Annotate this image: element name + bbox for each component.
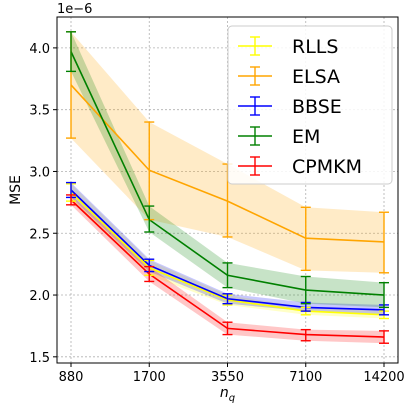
y-tick-label-1: 2.0 — [29, 289, 50, 304]
legend-label-elsa: ELSA — [292, 66, 340, 88]
x-axis-label: nq — [220, 385, 235, 404]
legend-label-cpmkm: CPMKM — [292, 156, 362, 178]
legend-label-em: EM — [292, 126, 320, 148]
errorbar-cpmkm-2 — [222, 321, 233, 336]
errorbar-em-4 — [379, 281, 389, 309]
x-axis-label-base: n — [220, 385, 229, 401]
band-bbse — [71, 182, 384, 315]
legend-box — [227, 25, 393, 185]
x-tick-label-0: 880 — [59, 370, 84, 385]
errorbar-cpmkm-4 — [379, 330, 389, 344]
errorbar-em-0 — [66, 31, 76, 73]
x-tick-label-1: 1700 — [133, 370, 166, 385]
errorbar-elsa-4 — [379, 211, 389, 274]
errorbar-em-2 — [222, 262, 233, 289]
axis-ticks: 1.5 2.0 2.5 3.0 3.5 4.0 880 1700 3550 7100 14200 — [29, 42, 404, 385]
errorbar-bbse-2 — [222, 293, 233, 305]
y-axis-multiplier: 1e−6 — [57, 2, 92, 17]
y-tick-label-2: 2.5 — [29, 227, 50, 242]
x-tick-label-3: 7100 — [289, 370, 322, 385]
legend: RLLS ELSA BBSE EM CPMKM — [227, 25, 393, 185]
legend-label-bbse: BBSE — [292, 96, 342, 118]
errorbar-em-1 — [144, 205, 155, 233]
y-tick-label-4: 3.5 — [29, 104, 50, 119]
x-tick-label-2: 3550 — [211, 370, 244, 385]
errorbar-cpmkm-1 — [144, 265, 155, 283]
errorbar-elsa-3 — [300, 206, 311, 272]
y-tick-label-3: 3.0 — [29, 165, 50, 180]
x-tick-label-4: 14200 — [363, 370, 404, 385]
x-axis-label-subscript: q — [229, 393, 235, 404]
errorbar-em-3 — [300, 275, 311, 305]
y-tick-label-5: 4.0 — [29, 42, 50, 57]
y-axis-label: MSE — [8, 175, 24, 205]
errorbar-cpmkm-0 — [66, 194, 76, 206]
y-tick-label-0: 1.5 — [29, 351, 50, 366]
errorbar-cpmkm-3 — [300, 328, 311, 342]
legend-label-rlls: RLLS — [292, 36, 338, 58]
